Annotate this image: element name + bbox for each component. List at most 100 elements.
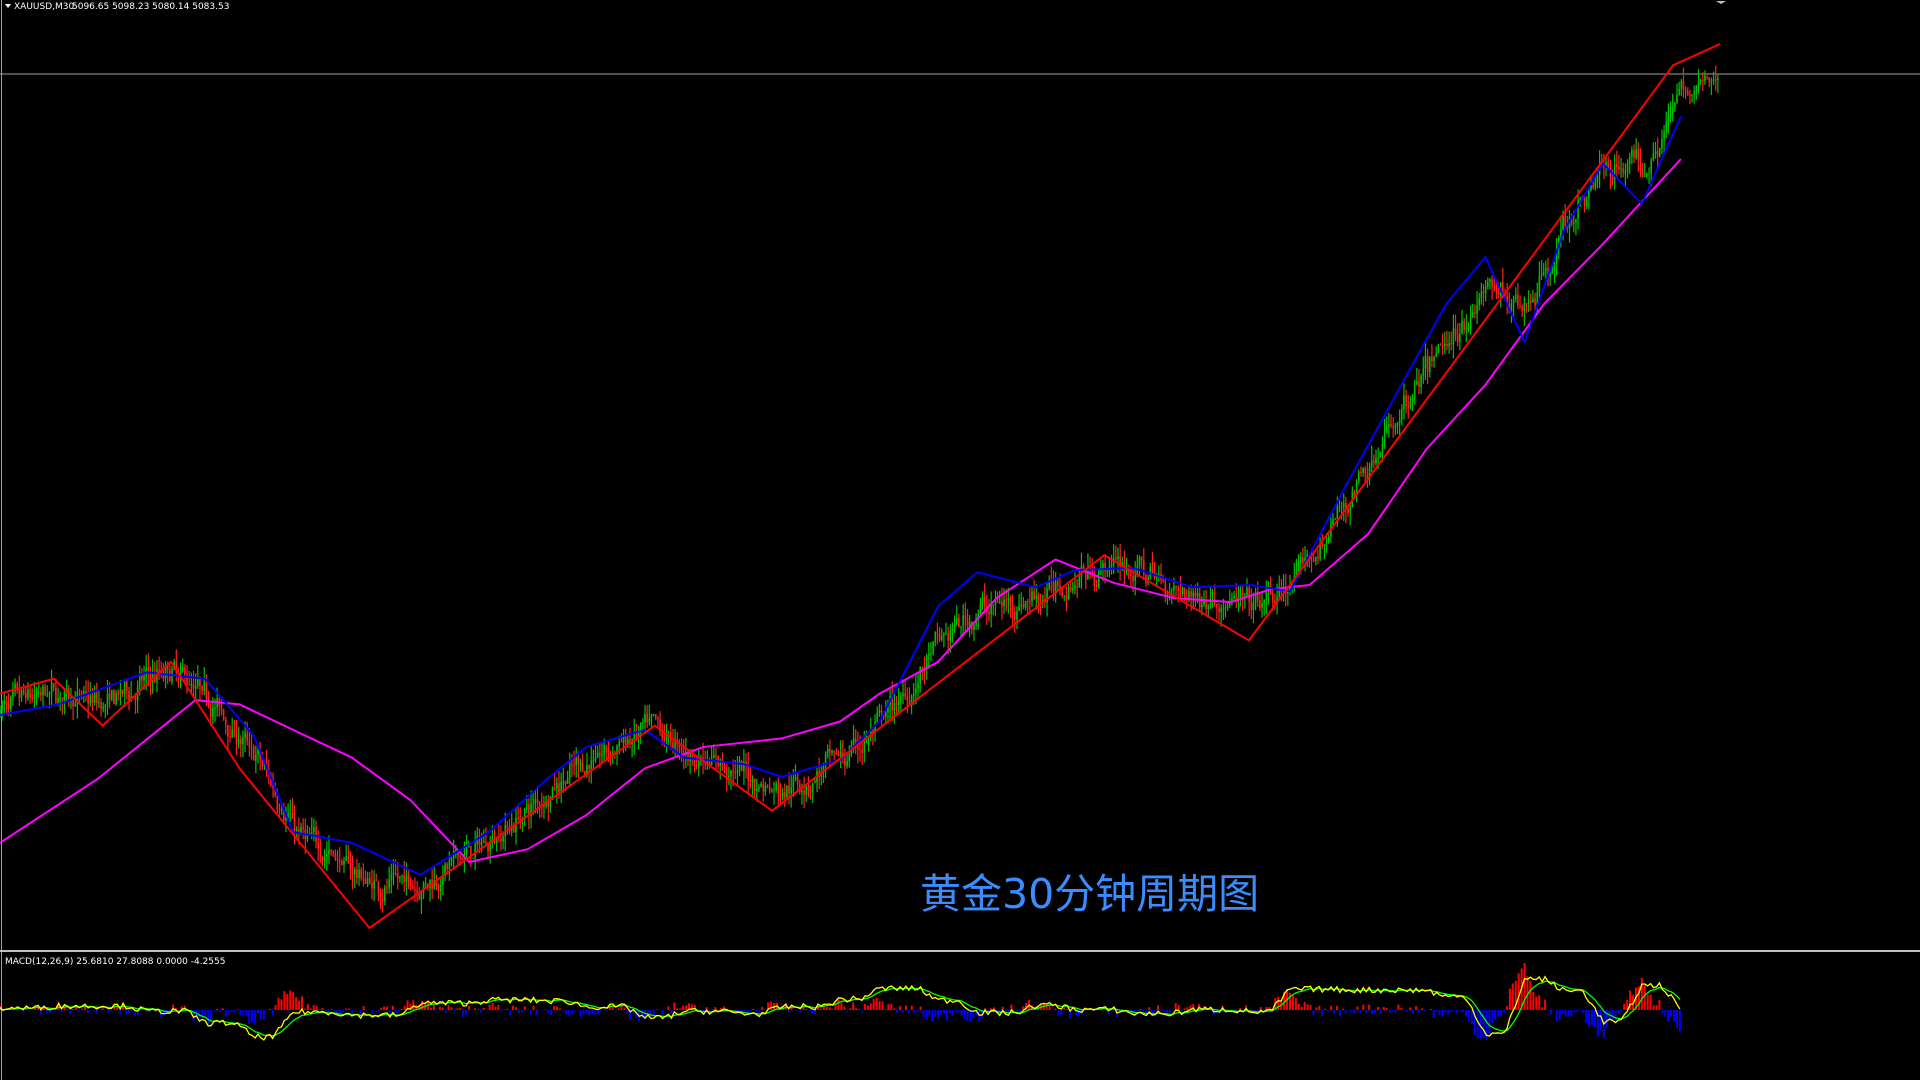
candle-body [848,754,851,762]
candle-body [876,712,878,722]
candle-body [1439,344,1442,346]
candle-body [29,689,31,698]
candle-body [1413,384,1416,399]
candle-body [149,671,152,683]
candle-body [388,879,390,888]
candle-body [459,856,461,859]
candle-body [85,691,87,696]
candle-body [1097,572,1100,587]
candle-body [1106,570,1109,572]
candle-body [1340,506,1343,508]
candle-body [278,809,281,811]
symbol-menu-icon[interactable] [5,4,11,8]
candle-body [1448,343,1450,346]
candle-body [72,698,74,707]
candle-body [861,749,863,753]
candle-body [740,760,743,772]
candle-body [194,686,197,689]
candle-body [442,875,444,885]
candle-body [1069,586,1072,591]
candle-body [1080,565,1083,577]
candle-body [829,749,831,753]
candle-body [1628,156,1631,164]
candle-body [1534,298,1536,306]
candle-body [1072,588,1074,591]
candle-body [1233,596,1235,599]
candle-body [854,738,857,743]
candle-body [1643,176,1646,178]
candle-body [65,688,68,691]
candle-body [1577,199,1579,220]
candle-body [1682,81,1685,90]
candle-body [1207,604,1210,609]
candle-body [547,801,550,807]
candle-body [205,681,208,698]
candle-body [917,683,919,689]
candle-body [663,737,666,741]
candle-body [1368,467,1371,479]
candle-body [940,636,943,641]
candle-body [1562,215,1564,230]
candle-body [1401,409,1403,420]
candle-body [1014,611,1016,620]
candle-body [1624,172,1627,174]
candle-body [371,883,373,889]
candle-body [289,813,292,815]
candle-body [1461,320,1463,334]
candle-body [912,693,915,696]
candle-body [1564,215,1566,227]
candle-body [487,842,489,852]
candle-body [1661,138,1663,149]
candle-body [1398,419,1401,423]
candle-body [1659,148,1661,157]
candle-body [839,752,842,756]
candle-body [607,751,610,755]
candle-body [424,883,427,885]
candle-body [1695,85,1698,92]
candle-body [1011,604,1014,612]
candle-body [1347,508,1349,513]
scroll-marker-icon[interactable] [1716,1,1726,4]
candle-body [418,892,421,900]
candle-body [1390,424,1392,426]
candle-body [627,739,629,746]
candle-body [654,714,657,719]
candle-body [89,695,92,704]
candle-body [437,885,440,892]
candle-body [1663,131,1665,139]
candle-body [859,748,861,750]
candle-body [977,613,980,618]
candle-body [571,764,573,766]
candle-body [1717,77,1719,80]
candle-body [1708,77,1711,83]
candle-body [379,893,382,900]
candle-body [102,706,104,709]
candle-body [1332,519,1334,525]
candle-body [1276,596,1278,604]
candle-body [743,761,745,772]
candle-body [134,696,137,701]
candle-body [1173,586,1175,591]
candle-body [543,805,545,807]
candle-body [620,741,623,743]
candle-body [994,601,997,605]
candle-body [1239,593,1242,598]
candle-body [680,747,683,753]
candle-body [403,875,405,882]
candle-body [444,864,446,876]
candle-body [439,884,442,892]
candle-body [786,785,788,798]
candle-body [0,709,1,715]
candle-body [577,757,580,764]
candle-body [1037,595,1040,604]
candle-body [955,617,958,625]
candle-body [753,779,756,792]
candle-body [732,771,734,773]
candle-body [996,601,999,603]
candle-body [1052,582,1055,592]
candle-body [1514,294,1517,299]
candle-body [1355,480,1358,496]
candle-body [349,862,352,870]
candle-body [87,695,89,704]
